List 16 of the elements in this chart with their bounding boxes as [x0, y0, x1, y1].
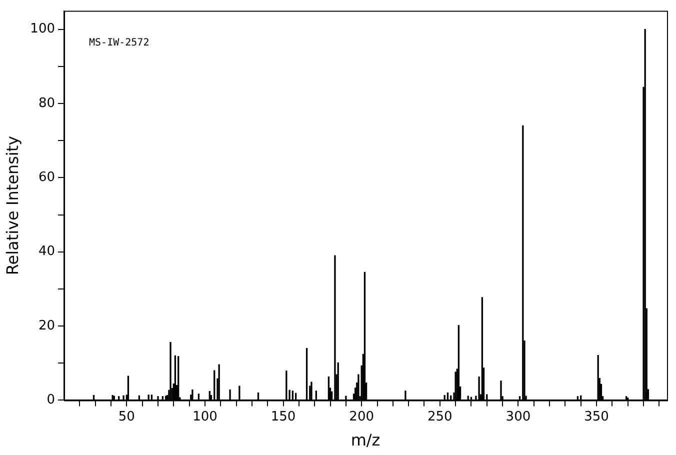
y-tick-label: 20	[38, 318, 56, 334]
annotation: MS-IW-2572	[89, 37, 150, 48]
x-axis-title: m/z	[350, 430, 380, 450]
x-tick-label: 150	[270, 409, 296, 424]
y-tick-label: 60	[38, 170, 56, 186]
x-tick-label: 300	[506, 409, 531, 424]
y-tick-label: 40	[38, 244, 56, 260]
x-tick-label: 200	[349, 409, 374, 424]
x-tick-label: 100	[192, 409, 218, 424]
y-tick-label: 80	[38, 96, 56, 111]
x-tick-label: 50	[118, 409, 135, 424]
y-tick-label: 100	[30, 22, 56, 37]
y-tick-label: 0	[46, 392, 56, 408]
x-tick-label: 250	[427, 409, 452, 424]
x-tick-label: 350	[584, 409, 609, 424]
y-axis-title: Relative Intensity	[2, 136, 22, 276]
